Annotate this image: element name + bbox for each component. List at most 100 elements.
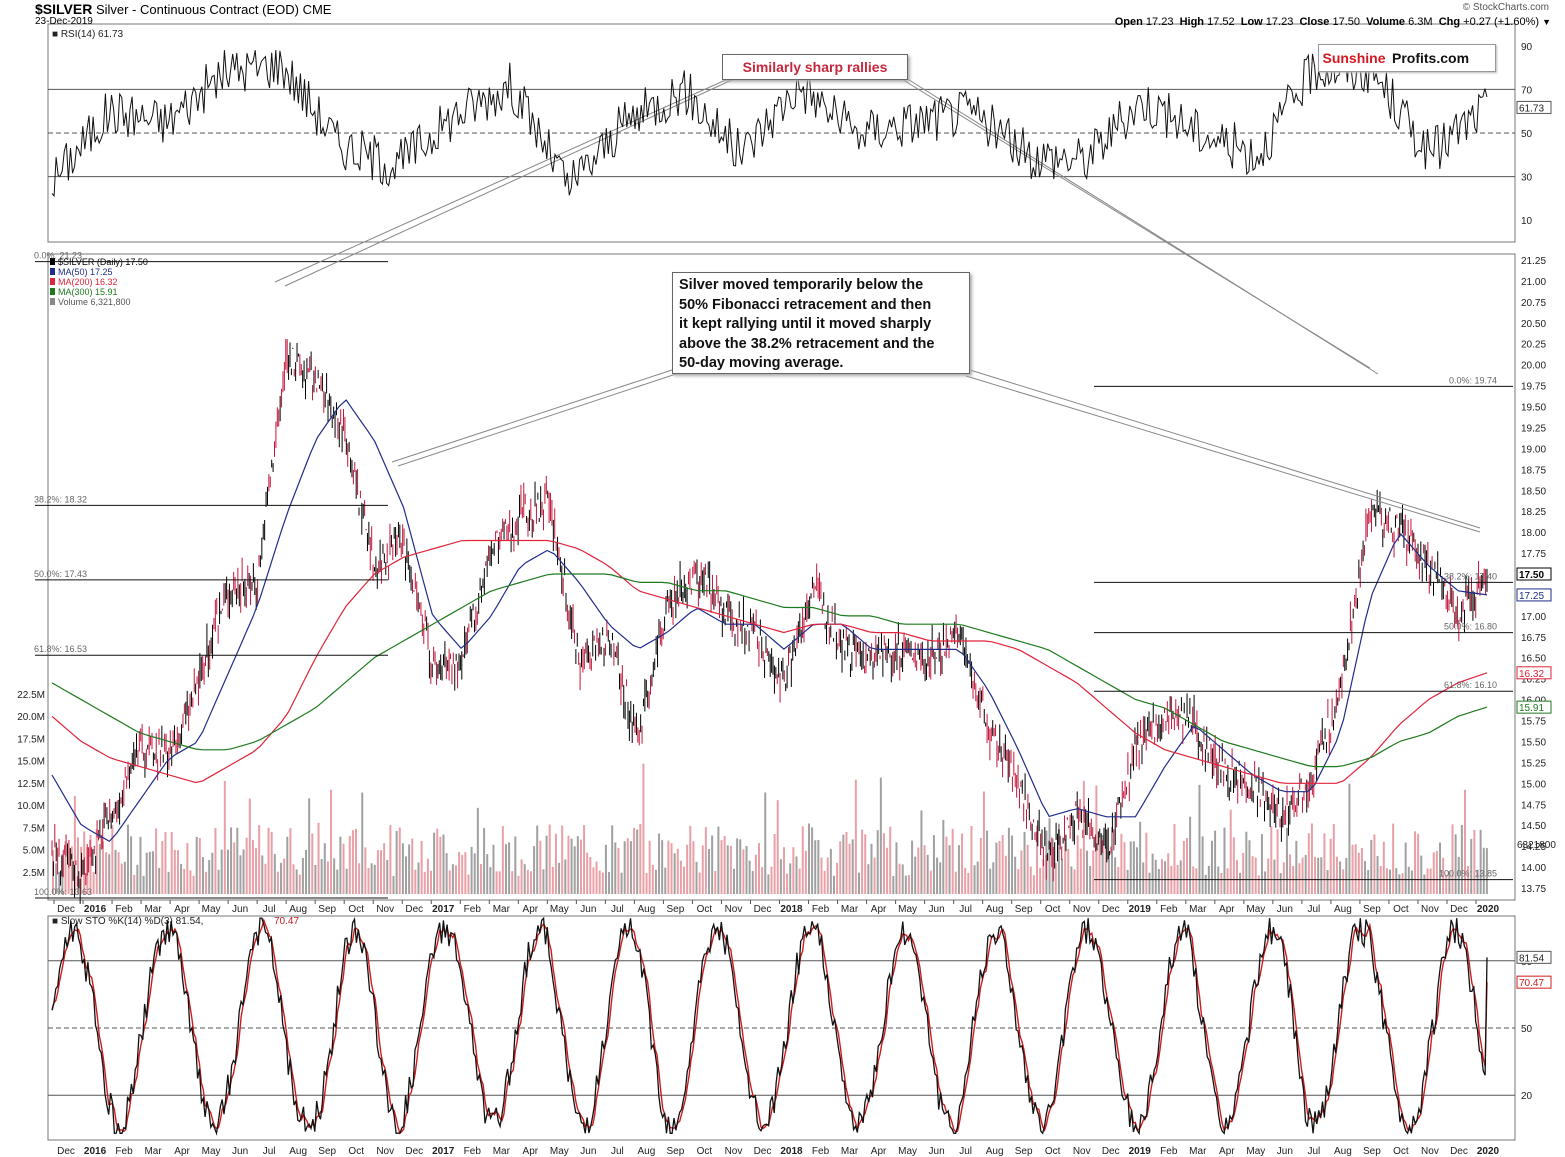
volume-bar — [1414, 831, 1417, 894]
volume-bar — [273, 853, 276, 894]
volume-bar — [230, 827, 233, 894]
volume-bar — [676, 848, 679, 894]
volume-bar — [1326, 870, 1329, 894]
volume-bar — [1007, 827, 1010, 894]
volume-bar — [1289, 854, 1292, 894]
volume-bar — [583, 825, 586, 894]
x-axis-label-bottom: May — [550, 1146, 569, 1157]
x-axis-label: 2018 — [780, 904, 803, 915]
volume-bar — [429, 870, 432, 894]
volume-bar — [1061, 858, 1064, 894]
x-axis-label: Jul — [959, 904, 972, 915]
volume-bar — [514, 836, 517, 894]
volume-bar — [889, 826, 892, 894]
volume-tick-label: 17.5M — [17, 734, 45, 745]
volume-bar — [664, 867, 667, 894]
x-axis-label-bottom: Dec — [405, 1146, 423, 1157]
volume-bar — [1214, 830, 1217, 894]
volume-bar — [339, 836, 342, 894]
volume-bar — [308, 798, 311, 894]
volume-bar — [451, 864, 454, 894]
callout-leader-line — [391, 369, 673, 463]
volume-bar — [1304, 854, 1307, 894]
callout-line: above the 38.2% retracement and the — [679, 335, 935, 352]
price-tick-label: 18.75 — [1521, 465, 1546, 476]
x-axis-label-bottom: Apr — [174, 1146, 190, 1157]
volume-bar — [851, 839, 854, 894]
volume-bar — [670, 843, 673, 894]
volume-bar — [795, 856, 798, 894]
chart-credit: © StockCharts.com — [1462, 2, 1549, 13]
volume-bar — [401, 843, 404, 894]
volume-bar — [976, 861, 979, 894]
x-axis-label-bottom: Nov — [1421, 1146, 1439, 1157]
volume-bar — [448, 870, 451, 894]
volume-bar — [782, 847, 785, 894]
volume-bar — [1270, 826, 1273, 894]
volume-bar — [729, 845, 732, 894]
volume-bar — [945, 836, 948, 894]
volume-bar — [111, 825, 114, 894]
volume-bar — [1145, 832, 1148, 894]
legend-label: MA(300) 15.91 — [58, 287, 118, 297]
volume-bar — [420, 840, 423, 894]
callout-leader-line — [905, 77, 1379, 375]
volume-bar — [114, 849, 117, 894]
price-tick-label: 15.25 — [1521, 758, 1546, 769]
volume-bar — [1485, 848, 1488, 894]
volume-bar — [1376, 856, 1379, 894]
volume-bar — [661, 840, 664, 894]
volume-bar — [220, 849, 223, 894]
legend-label: Volume 6,321,800 — [58, 297, 131, 307]
rsi-tick-label: 90 — [1521, 42, 1533, 53]
callout-leader-line — [284, 77, 737, 287]
x-axis-label-bottom: Oct — [697, 1146, 713, 1157]
volume-bar — [970, 826, 973, 894]
stochastic-label-d: 70.47 — [274, 916, 299, 927]
volume-bar — [854, 779, 857, 894]
volume-bar — [1392, 823, 1395, 894]
x-axis-label-bottom: Mar — [144, 1146, 162, 1157]
volume-bar — [623, 841, 626, 894]
volume-bar — [520, 859, 523, 894]
x-axis-label-bottom: Aug — [986, 1146, 1004, 1157]
volume-bar — [823, 870, 826, 894]
volume-bar — [1417, 833, 1420, 894]
price-tick-label: 20.75 — [1521, 298, 1546, 309]
x-axis-label: Feb — [115, 904, 133, 915]
volume-bar — [436, 828, 439, 894]
last-value-label: 17.50 — [1519, 570, 1544, 581]
callout-similar-rallies: Similarly sharp rallies — [722, 54, 908, 80]
volume-bar — [1457, 856, 1460, 894]
volume-bar — [283, 858, 286, 894]
fibonacci-label-2016: 61.8%: 16.53 — [34, 644, 87, 654]
x-axis-label-bottom: Sep — [1015, 1146, 1033, 1157]
x-axis-label: Jul — [263, 904, 276, 915]
volume-bar — [723, 835, 726, 894]
volume-bar — [130, 836, 133, 894]
volume-bar — [907, 875, 910, 894]
volume-bar — [504, 844, 507, 894]
volume-bar — [1201, 836, 1204, 894]
volume-bar — [1036, 825, 1039, 894]
quote-high: 17.52 — [1207, 16, 1235, 28]
volume-bar — [767, 874, 770, 894]
fibonacci-label-2019: 0.0%: 19.74 — [1449, 375, 1497, 385]
volume-bar — [576, 836, 579, 894]
volume-bar — [439, 836, 442, 894]
volume-bar — [1479, 829, 1482, 894]
x-axis-label: May — [898, 904, 917, 915]
volume-bar — [64, 841, 67, 894]
volume-bar — [1267, 858, 1270, 894]
volume-bar — [395, 830, 398, 894]
volume-bar — [876, 830, 879, 894]
fibonacci-label-2016: 38.2%: 18.32 — [34, 494, 87, 504]
price-tick-label: 16.25 — [1521, 675, 1546, 686]
volume-bar — [954, 871, 957, 894]
x-axis-label: Dec — [57, 904, 75, 915]
rsi-tick-label: 10 — [1521, 216, 1533, 227]
volume-bar — [982, 791, 985, 894]
volume-bar — [1101, 835, 1104, 894]
volume-bar — [832, 875, 835, 894]
price-tick-label: 20.25 — [1521, 340, 1546, 351]
